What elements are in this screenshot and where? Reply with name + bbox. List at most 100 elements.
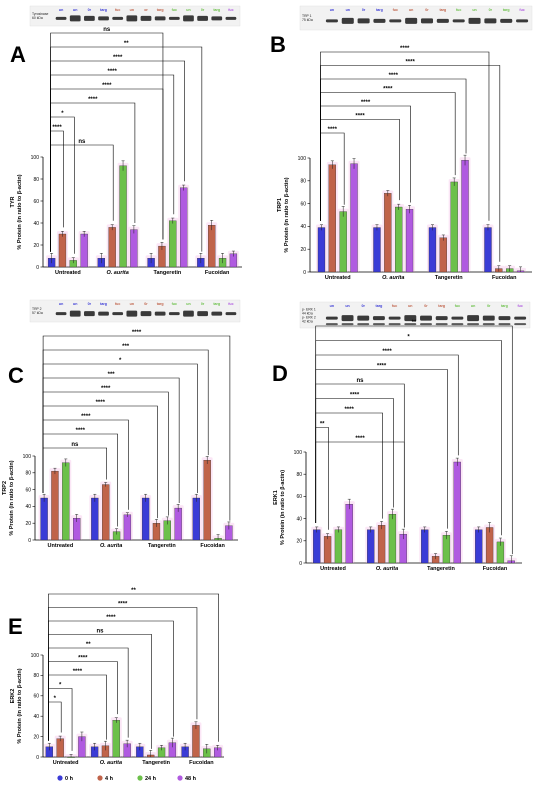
blot-lane-label: targ xyxy=(503,8,510,12)
x-category-label: Fucoidan xyxy=(200,543,225,549)
blot-band xyxy=(211,16,223,21)
significance-bracket xyxy=(315,369,448,529)
blot-band xyxy=(435,323,448,326)
bar xyxy=(377,525,386,564)
bar xyxy=(328,164,336,273)
bar xyxy=(450,181,458,273)
blot-lane-label: un xyxy=(186,302,190,306)
blot-band xyxy=(482,323,495,326)
blot-band xyxy=(225,312,237,316)
significance-label: ns xyxy=(103,27,111,33)
x-category-label: Untreated xyxy=(325,275,351,281)
bar xyxy=(123,514,132,541)
blot-band xyxy=(126,15,138,22)
blot-band xyxy=(168,312,180,316)
significance-label: *** xyxy=(122,344,130,350)
blot-lane-label: targ xyxy=(100,302,107,306)
panel-e: E 0 20 40 60 80 100 % Protein (in ratio to β-ac… xyxy=(8,588,224,766)
legend-swatch xyxy=(177,775,183,781)
bar xyxy=(51,470,59,541)
blot-band xyxy=(467,323,480,326)
blot-lane-label: targ xyxy=(439,8,446,12)
significance-bracket xyxy=(48,634,152,749)
x-category-label: O. aurita xyxy=(106,270,128,276)
y-tick-label: 0 xyxy=(299,561,302,567)
significance-label: **** xyxy=(132,330,142,336)
blot-protein-label: 44 kDa xyxy=(302,311,313,315)
bar xyxy=(179,187,188,268)
blot-band xyxy=(126,310,138,317)
blot-lane-label: targ xyxy=(213,302,220,306)
blot-band xyxy=(225,16,237,20)
blot-lane-label: un xyxy=(346,8,350,12)
bar xyxy=(174,507,182,541)
bar xyxy=(334,529,343,564)
bar xyxy=(395,206,403,273)
bar xyxy=(91,497,99,541)
blot-lane-label: un xyxy=(408,304,412,308)
blot-lane-label: fuc xyxy=(172,8,177,12)
blot-protein-label: TRP 2 xyxy=(32,307,42,311)
blot-band xyxy=(467,315,480,322)
bar xyxy=(119,165,127,268)
y-axis-title: % Protein (in ratio to β-actin) xyxy=(17,668,23,743)
panel-c: C TRP 257 kDa un un 0r targ fuc un 0r targ fuc un 0r… xyxy=(2,299,241,549)
y-axis-title: % Protein (in ratio to β-actin) xyxy=(9,460,15,535)
blot-band xyxy=(404,315,417,322)
x-category-label: Untreated xyxy=(53,760,79,766)
x-category-label: Tangeretin xyxy=(148,543,176,549)
blot-band xyxy=(420,315,432,321)
blot-lane-label: 0r xyxy=(425,8,429,12)
blot-lane-label: targ xyxy=(213,8,220,12)
blot-band xyxy=(435,316,448,321)
blot-lane-label: 0r xyxy=(489,8,493,12)
y-tick-label: 40 xyxy=(296,516,302,522)
x-category-label: O. aurita xyxy=(382,275,404,281)
significance-label: ** xyxy=(320,422,325,428)
bar xyxy=(428,227,437,273)
blot-lane-label: un xyxy=(130,8,134,12)
blot-band xyxy=(484,18,497,24)
y-tick-label: 100 xyxy=(23,454,32,460)
blot-lane-label: fuc xyxy=(172,302,177,306)
bar xyxy=(439,237,447,273)
significance-label: **** xyxy=(81,414,91,420)
y-axis-protein: TRP2 xyxy=(2,481,8,495)
blot-lane-label: un xyxy=(130,302,134,306)
blot-lane-label: un xyxy=(73,8,77,12)
significance-label: ** xyxy=(412,320,417,326)
bar xyxy=(323,536,332,564)
blot-band xyxy=(325,19,338,23)
significance-label: **** xyxy=(383,87,393,93)
panel-label: D xyxy=(272,361,288,386)
significance-bracket xyxy=(50,144,114,252)
blot-band xyxy=(55,312,67,316)
blot-lane-label: fuc xyxy=(228,8,233,12)
blot-band xyxy=(84,15,95,21)
significance-label: *** xyxy=(108,372,116,378)
blot-lane-label: un xyxy=(186,8,190,12)
blot-band xyxy=(389,19,402,23)
legend-swatch xyxy=(97,775,103,781)
blot-band xyxy=(211,311,223,316)
blot-band xyxy=(112,16,124,20)
bar xyxy=(453,461,461,564)
bar xyxy=(442,535,451,564)
significance-bracket xyxy=(48,701,62,741)
blot-band xyxy=(140,311,152,317)
blot-lane-label: fuc xyxy=(392,304,397,308)
y-tick-label: 60 xyxy=(25,487,31,493)
blot-band xyxy=(388,316,401,320)
blot-protein-label: p- ERK 1 xyxy=(302,307,316,311)
blot-lane-label: un xyxy=(471,304,475,308)
bar xyxy=(58,233,67,268)
blot-band xyxy=(405,17,418,24)
blot-protein-label: 57 kDa xyxy=(32,311,43,315)
y-axis-protein: ERK2 xyxy=(10,689,16,704)
blot-lane-label: targ xyxy=(376,8,383,12)
blot-lane-label: 0r xyxy=(88,8,92,12)
significance-label: **** xyxy=(88,97,98,103)
significance-bracket xyxy=(315,354,459,524)
blot-protein-label: 42 kDa xyxy=(302,319,313,323)
blot-band xyxy=(325,323,338,326)
